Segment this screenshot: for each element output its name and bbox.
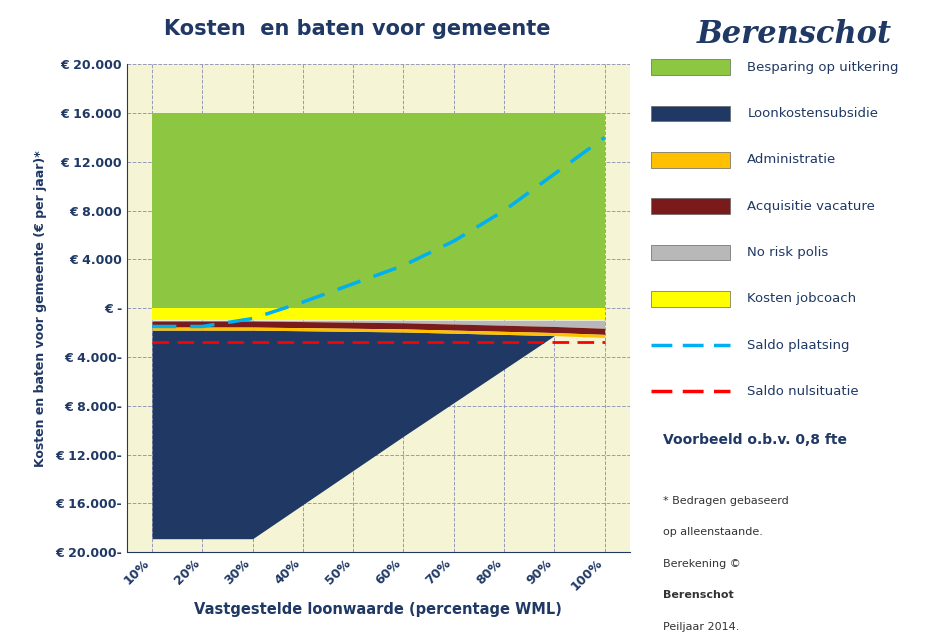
Text: Kosten jobcoach: Kosten jobcoach (747, 292, 856, 306)
Text: Loonkostensubsidie: Loonkostensubsidie (747, 107, 878, 120)
Text: Voorbeeld o.b.v. 0,8 fte: Voorbeeld o.b.v. 0,8 fte (663, 433, 847, 446)
Text: Administratie: Administratie (747, 153, 837, 166)
X-axis label: Vastgestelde loonwaarde (percentage WML): Vastgestelde loonwaarde (percentage WML) (195, 602, 562, 617)
Text: No risk polis: No risk polis (747, 246, 828, 259)
Text: Saldo nulsituatie: Saldo nulsituatie (747, 385, 859, 398)
Bar (651, 245, 730, 261)
Text: Berekening ©: Berekening © (663, 559, 741, 569)
Text: Acquisitie vacature: Acquisitie vacature (747, 200, 875, 213)
Bar (651, 291, 730, 307)
Text: Saldo plaatsing: Saldo plaatsing (747, 338, 850, 352)
Text: op alleenstaande.: op alleenstaande. (663, 527, 762, 537)
Bar (651, 152, 730, 168)
Y-axis label: Kosten en baten voor gemeente (€ per jaar)*: Kosten en baten voor gemeente (€ per jaa… (34, 150, 47, 467)
Text: Besparing op uitkering: Besparing op uitkering (747, 60, 899, 74)
Text: * Bedragen gebaseerd: * Bedragen gebaseerd (663, 496, 789, 506)
Text: Berenschot: Berenschot (697, 19, 892, 50)
Bar (651, 105, 730, 121)
Text: Kosten  en baten voor gemeente: Kosten en baten voor gemeente (164, 19, 551, 39)
Text: Berenschot: Berenschot (663, 591, 733, 600)
Bar (651, 59, 730, 75)
Text: Peiljaar 2014.: Peiljaar 2014. (663, 622, 739, 632)
Bar (651, 198, 730, 214)
